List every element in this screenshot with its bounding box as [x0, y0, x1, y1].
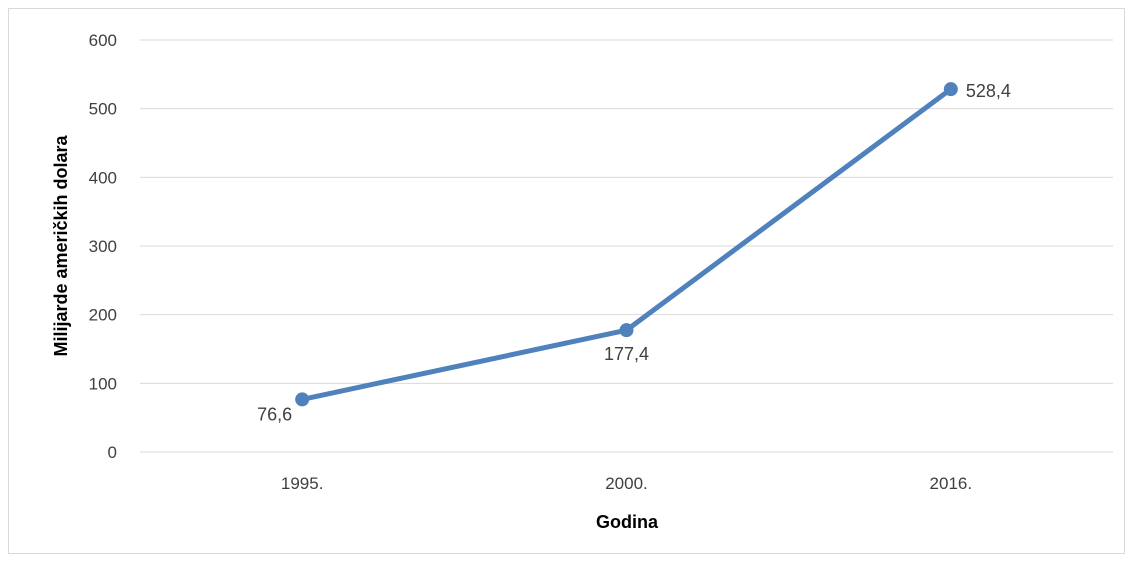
y-tick-label: 500	[89, 100, 117, 119]
y-tick-label: 0	[108, 443, 117, 462]
x-tick-label: 2016.	[930, 474, 973, 493]
data-label: 528,4	[966, 81, 1011, 101]
y-axis-title: Milijarde američkih dolara	[51, 134, 71, 356]
x-axis-title: Godina	[596, 512, 659, 532]
x-tick-label: 1995.	[281, 474, 324, 493]
x-axis-ticks: 1995. 2000. 2016.	[281, 474, 972, 493]
y-tick-label: 400	[89, 168, 117, 187]
x-tick-label: 2000.	[605, 474, 648, 493]
data-point	[619, 323, 634, 338]
data-label: 76,6	[257, 404, 292, 424]
data-point	[943, 82, 958, 97]
y-tick-label: 600	[89, 31, 117, 50]
gridlines	[140, 39, 1113, 453]
y-axis-ticks: 0 100 200 300 400 500 600	[89, 31, 117, 462]
y-tick-label: 200	[89, 306, 117, 325]
y-tick-label: 100	[89, 374, 117, 393]
data-point	[295, 392, 310, 407]
series-layer: 76,6 177,4 528,4	[257, 81, 1011, 424]
data-label: 177,4	[604, 344, 649, 364]
y-tick-label: 300	[89, 237, 117, 256]
